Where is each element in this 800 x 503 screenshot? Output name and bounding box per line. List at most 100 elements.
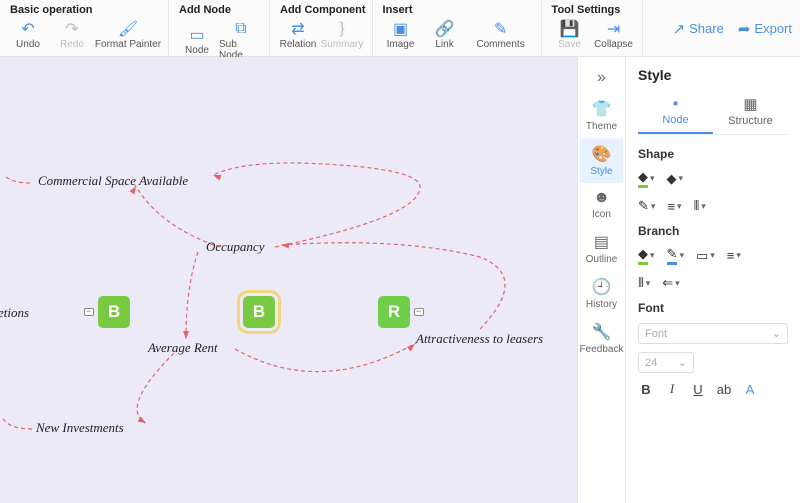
toolbar-group: Add Component ⇄Relation}Summary — [270, 0, 373, 56]
comments-icon: ✎ — [494, 20, 507, 38]
node-r1[interactable]: R — [378, 296, 410, 328]
canvas-text-occupancy[interactable]: Occupancy — [206, 239, 264, 255]
rail-collapse-icon[interactable]: » — [597, 63, 606, 93]
font-heading: Font — [638, 301, 788, 315]
style-icon: 🎨 — [592, 144, 612, 164]
share-icon: ↗ — [673, 20, 686, 38]
branch-rect-button[interactable]: ▭▾ — [696, 246, 715, 265]
node-handle[interactable] — [84, 308, 94, 316]
export-button[interactable]: ➦Export — [738, 20, 792, 38]
toolbar-item-label: Relation — [280, 39, 317, 50]
toolbar-group: Tool Settings💾Save⇥Collapse — [542, 0, 643, 56]
relation-icon: ⇄ — [291, 20, 304, 38]
summary-button: }Summary — [320, 18, 364, 52]
toolbar-group: Add Node▭Node⧉Sub Node — [169, 0, 270, 56]
outline-icon: ▤ — [594, 232, 609, 252]
toolbar-item-label: Format Painter — [95, 39, 161, 50]
toolbar-item-label: Save — [558, 39, 581, 50]
rail-theme[interactable]: 👕Theme — [580, 93, 624, 138]
toolbar-group-title: Insert — [379, 4, 535, 16]
font-color-button[interactable]: A — [742, 382, 758, 397]
shape-border-button[interactable]: ✎▾ — [638, 198, 655, 214]
font-family-select[interactable]: Font⌄ — [638, 323, 788, 344]
canvas-text-etions[interactable]: etions — [0, 305, 29, 321]
panel-tabs: ▪Node▦Structure — [638, 95, 788, 135]
undo-icon: ↶ — [21, 20, 34, 38]
comments-button[interactable]: ✎Comments — [467, 18, 535, 52]
canvas-text-new-inv[interactable]: New Investments — [36, 420, 124, 436]
branch-arrow-button[interactable]: ⇐▾ — [662, 275, 679, 291]
collapse-icon: ⇥ — [607, 20, 620, 38]
toolbar-group: Insert▣Image🔗Link✎Comments — [373, 0, 542, 56]
summary-icon: } — [339, 20, 344, 38]
branch-heading: Branch — [638, 224, 788, 238]
side-rail: » 👕Theme🎨Style☻Icon▤Outline🕘History🔧Feed… — [577, 57, 625, 503]
toolbar-item-label: Link — [435, 39, 453, 50]
toolbar-group-title: Add Component — [276, 4, 366, 16]
font-size-select[interactable]: 24⌄ — [638, 352, 694, 373]
rail-outline[interactable]: ▤Outline — [580, 226, 624, 271]
toolbar-item-label: Undo — [16, 39, 40, 50]
node-tab-icon: ▪ — [638, 95, 713, 112]
toolbar-group-title: Add Node — [175, 4, 263, 16]
toolbar: Basic operation↶Undo↷Redo🖌Format Painter… — [0, 0, 800, 57]
icon-icon: ☻ — [593, 189, 610, 207]
export-icon: ➦ — [738, 20, 751, 38]
toolbar-item-label: Node — [185, 45, 209, 56]
feedback-icon: 🔧 — [592, 322, 612, 342]
redo-button: ↷Redo — [50, 18, 94, 52]
rail-style[interactable]: 🎨Style — [580, 138, 624, 183]
link-icon: 🔗 — [435, 20, 455, 38]
shape-fill-button[interactable]: ◆▾ — [638, 169, 655, 188]
italic-button[interactable]: I — [664, 381, 680, 397]
image-icon: ▣ — [393, 20, 408, 38]
format-painter-button[interactable]: 🖌Format Painter — [94, 18, 162, 52]
branch-stroke-button[interactable]: ✎▾ — [667, 246, 684, 265]
branch-fill-button[interactable]: ◆▾ — [638, 246, 655, 265]
canvas[interactable]: Commercial Space Available Occupancy etion… — [0, 57, 577, 503]
theme-icon: 👕 — [592, 99, 612, 119]
undo-button[interactable]: ↶Undo — [6, 18, 50, 52]
toolbar-group-title: Tool Settings — [548, 4, 636, 16]
shape-shadow-button[interactable]: ◆▾ — [667, 169, 684, 188]
toolbar-group-title: Basic operation — [6, 4, 162, 16]
shape-line-button[interactable]: ≡▾ — [667, 198, 681, 214]
share-button[interactable]: ↗Share — [673, 20, 724, 38]
toolbar-item-label: Comments — [476, 39, 524, 50]
branch-line-button[interactable]: ≡▾ — [727, 246, 741, 265]
save-button: 💾Save — [548, 18, 592, 52]
underline-button[interactable]: U — [690, 382, 706, 397]
rail-history[interactable]: 🕘History — [580, 271, 624, 316]
shape-heading: Shape — [638, 147, 788, 161]
node-b2[interactable]: B — [243, 296, 275, 328]
canvas-text-commercial[interactable]: Commercial Space Available — [38, 173, 188, 189]
link-button[interactable]: 🔗Link — [423, 18, 467, 52]
toolbar-group: Basic operation↶Undo↷Redo🖌Format Painter — [0, 0, 169, 56]
structure-tab-icon: ▦ — [713, 95, 788, 113]
shape-dash-button[interactable]: ⦀▾ — [694, 198, 706, 214]
collapse-button[interactable]: ⇥Collapse — [592, 18, 636, 52]
node-handle[interactable] — [414, 308, 424, 316]
relation-button[interactable]: ⇄Relation — [276, 18, 320, 52]
panel-title: Style — [638, 67, 788, 83]
tab-structure[interactable]: ▦Structure — [713, 95, 788, 134]
history-icon: 🕘 — [592, 277, 612, 297]
format-painter-icon: 🖌 — [118, 20, 138, 38]
bold-button[interactable]: B — [638, 382, 654, 397]
save-icon: 💾 — [560, 20, 580, 38]
canvas-text-attract[interactable]: Attractiveness to leasers — [416, 331, 543, 347]
style-panel: Style ▪Node▦Structure Shape ◆▾ ◆▾ ✎▾ ≡▾ … — [625, 57, 800, 503]
rail-icon[interactable]: ☻Icon — [580, 183, 624, 226]
main-area: Commercial Space Available Occupancy etion… — [0, 57, 800, 503]
node-b1[interactable]: B — [98, 296, 130, 328]
toolbar-item-label: Summary — [321, 39, 364, 50]
image-button[interactable]: ▣Image — [379, 18, 423, 52]
branch-dash-button[interactable]: ⦀▾ — [638, 275, 650, 291]
sub-node-icon: ⧉ — [235, 20, 246, 38]
lowercase-button[interactable]: ab — [716, 382, 732, 397]
toolbar-item-label: Redo — [60, 39, 84, 50]
rail-feedback[interactable]: 🔧Feedback — [580, 316, 624, 361]
canvas-text-avg-rent[interactable]: Average Rent — [148, 340, 218, 356]
tab-node[interactable]: ▪Node — [638, 95, 713, 134]
toolbar-item-label: Image — [387, 39, 415, 50]
